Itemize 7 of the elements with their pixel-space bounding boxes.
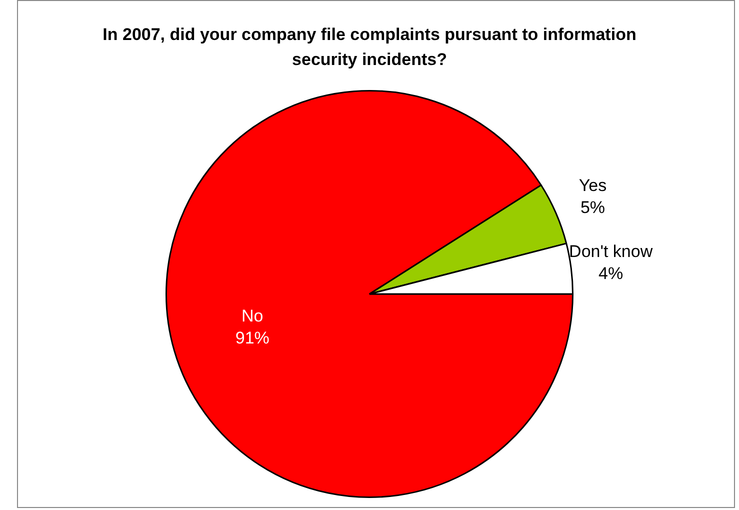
chart-title: In 2007, did your company file complaints pursuant to information security incidents? [102, 24, 638, 71]
slice-label: Don't know [569, 242, 654, 262]
data-label: 91% [235, 328, 270, 348]
data-label: 4% [598, 264, 624, 284]
data-label: 5% [580, 198, 606, 218]
slice-label: Yes [578, 176, 607, 196]
slice-label: No [242, 306, 264, 326]
